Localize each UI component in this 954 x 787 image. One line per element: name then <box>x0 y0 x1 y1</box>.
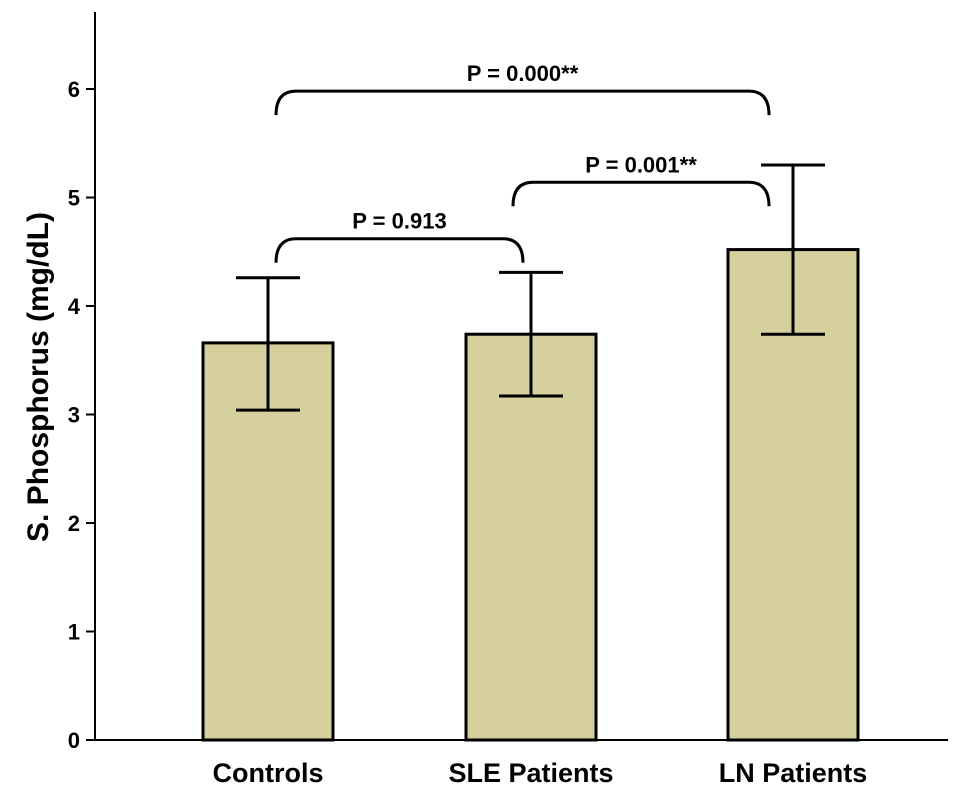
y-axis-title: S. Phosphorus (mg/dL) <box>22 212 55 542</box>
significance-bracket <box>274 237 525 263</box>
significance-bracket <box>511 180 771 207</box>
y-tick-label: 2 <box>68 511 80 536</box>
x-category-label: LN Patients <box>719 758 868 787</box>
y-tick-label: 0 <box>68 728 80 753</box>
x-category-label: Controls <box>213 758 324 787</box>
y-axis-ticks: 0 1 2 3 4 5 6 <box>68 77 95 753</box>
y-tick-label: 3 <box>68 403 80 428</box>
y-tick-label: 6 <box>68 77 80 102</box>
p-value-label: P = 0.000** <box>467 61 579 86</box>
error-bars <box>236 163 825 412</box>
y-tick-label: 1 <box>68 620 80 645</box>
x-axis-labels: Controls SLE Patients LN Patients <box>213 758 868 787</box>
p-value-label: P = 0.913 <box>352 209 446 234</box>
bar <box>464 332 598 742</box>
significance-bracket <box>274 89 771 116</box>
y-tick-label: 4 <box>68 294 81 319</box>
significance-brackets: P = 0.913 P = 0.001** P = 0.000** <box>274 61 771 263</box>
y-tick-label: 5 <box>68 186 80 211</box>
x-category-label: SLE Patients <box>448 758 613 787</box>
p-value-label: P = 0.001** <box>585 152 697 177</box>
